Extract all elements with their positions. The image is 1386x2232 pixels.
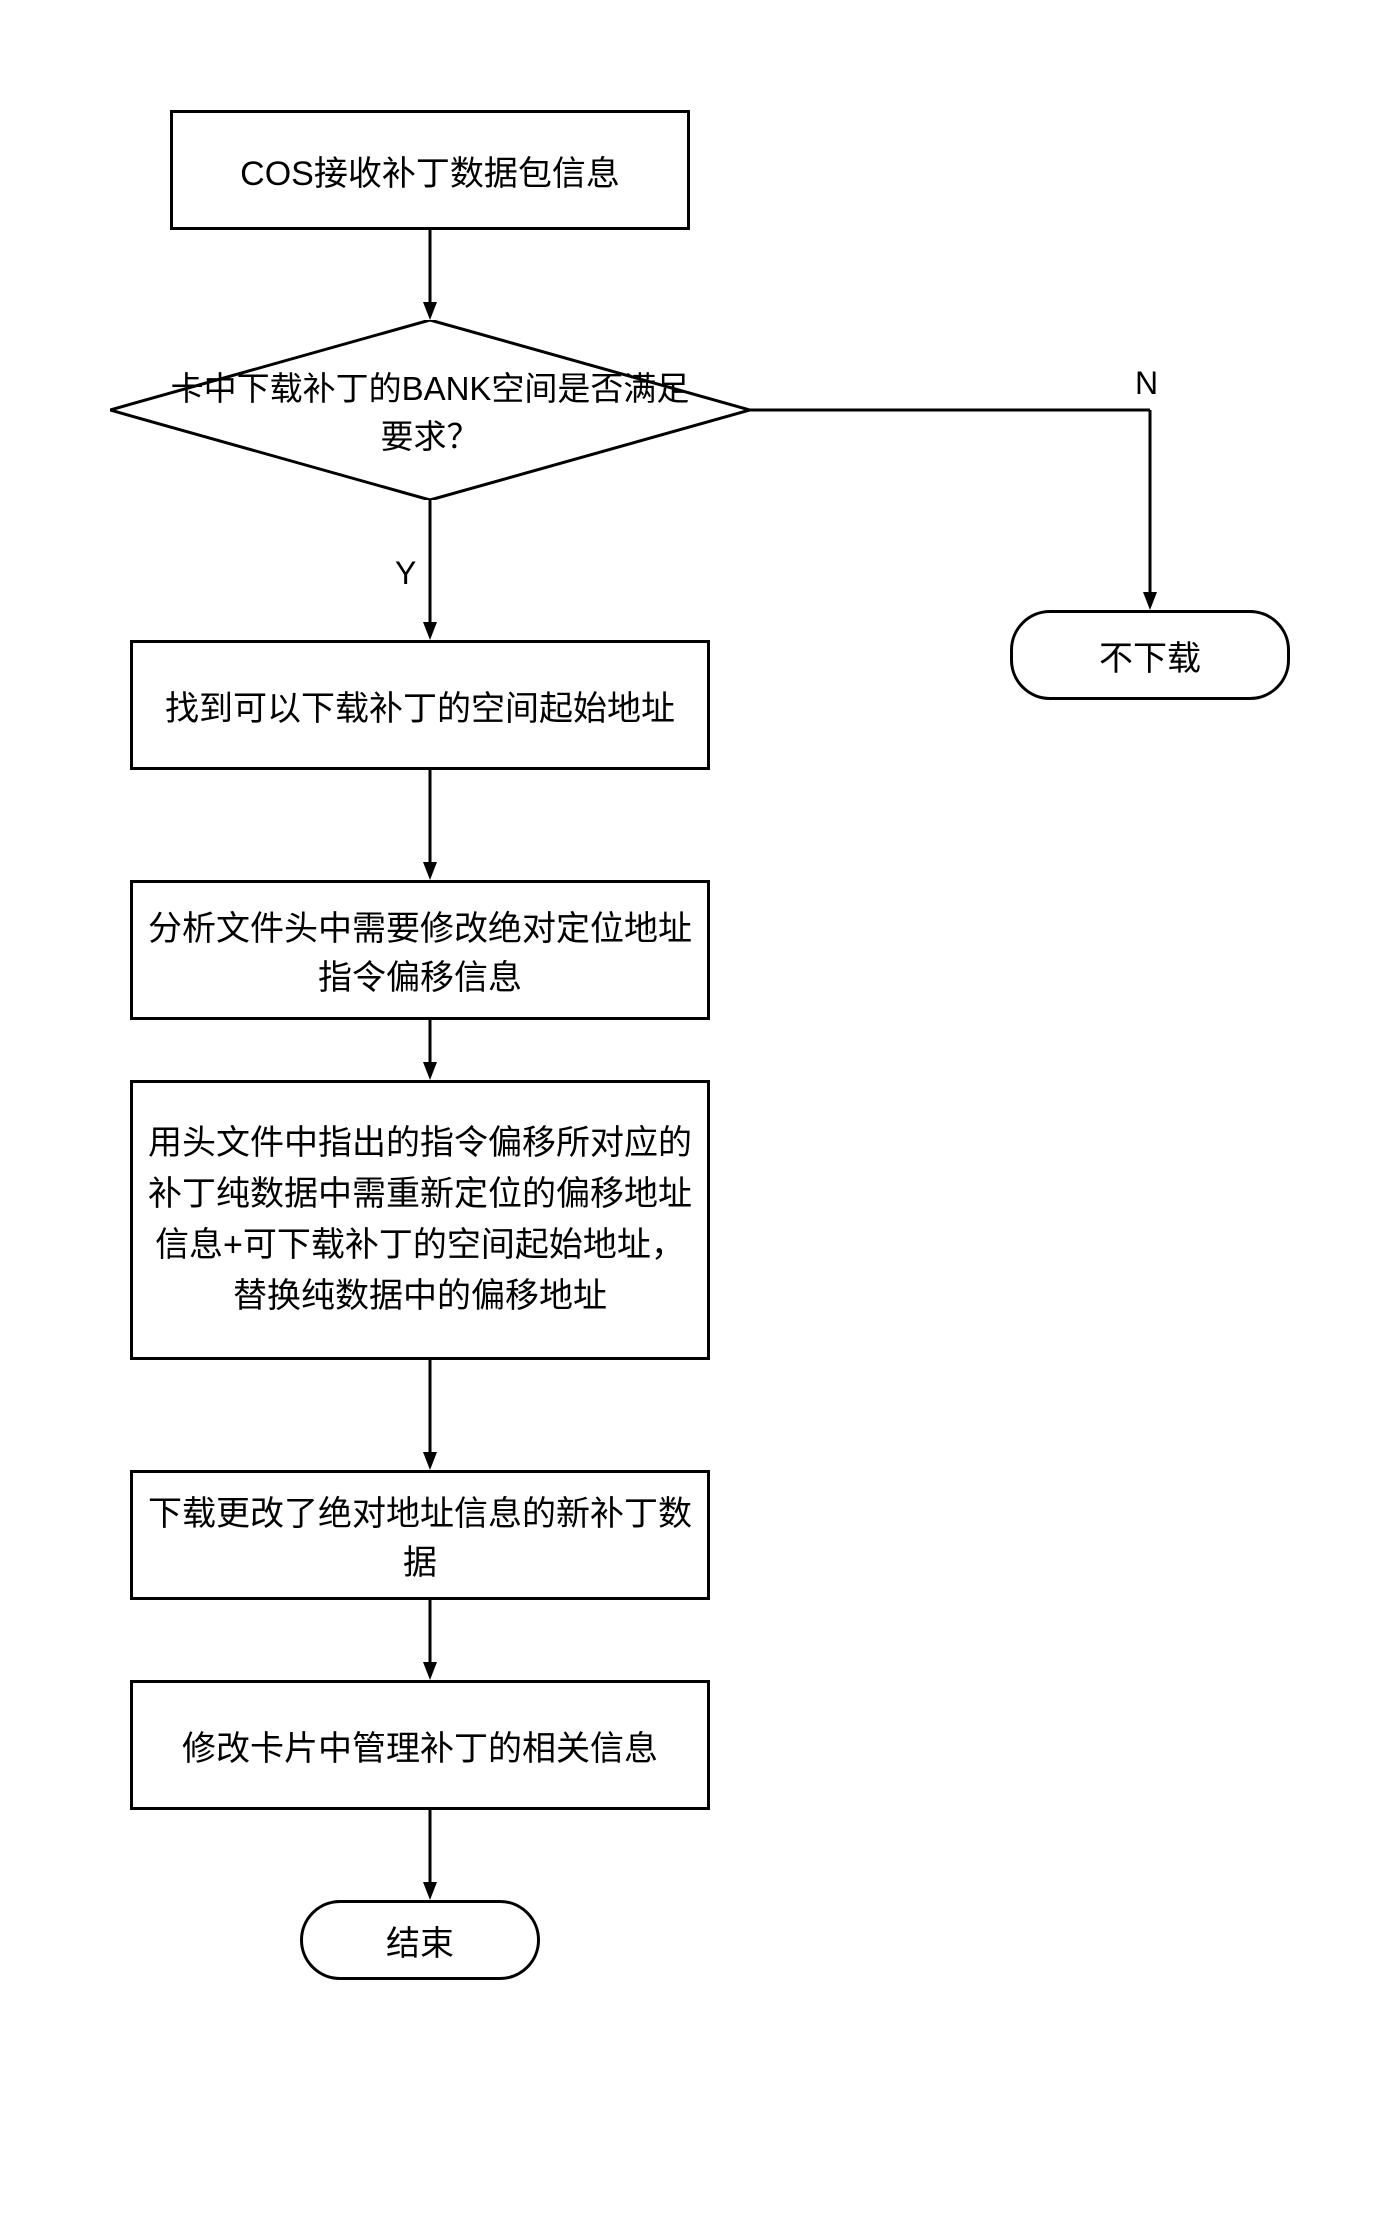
node-text: 分析文件头中需要修改绝对定位地址指令偏移信息 (143, 901, 697, 999)
arrow-modify-end (420, 1810, 440, 1900)
node-text: 找到可以下载补丁的空间起始地址 (165, 681, 675, 730)
edge-label-yes: Y (395, 555, 416, 592)
flowchart-node-modify: 修改卡片中管理补丁的相关信息 (130, 1680, 710, 1810)
node-text: COS接收补丁数据包信息 (240, 146, 620, 195)
flowchart-node-replace: 用头文件中指出的指令偏移所对应的补丁纯数据中需重新定位的偏移地址信息+可下载补丁… (130, 1080, 710, 1360)
node-text: 结束 (386, 1916, 454, 1965)
flowchart-node-analyze: 分析文件头中需要修改绝对定位地址指令偏移信息 (130, 880, 710, 1020)
flowchart-node-nodownload: 不下载 (1010, 610, 1290, 700)
flowchart-node-decision: 卡中下载补丁的BANK空间是否满足要求？ (110, 320, 750, 500)
flowchart-node-findaddr: 找到可以下载补丁的空间起始地址 (130, 640, 710, 770)
arrow-analyze-replace (420, 1020, 440, 1080)
node-text: 卡中下载补丁的BANK空间是否满足要求？ (170, 362, 690, 458)
arrow-start-decision (420, 230, 440, 320)
arrow-findaddr-analyze (420, 770, 440, 880)
arrow-download-modify (420, 1600, 440, 1680)
arrow-decision-findaddr (420, 500, 440, 640)
node-text: 下载更改了绝对地址信息的新补丁数据 (143, 1486, 697, 1584)
flowchart-node-download: 下载更改了绝对地址信息的新补丁数据 (130, 1470, 710, 1600)
edge-label-no: N (1135, 365, 1158, 402)
arrow-replace-download (420, 1360, 440, 1470)
node-text: 修改卡片中管理补丁的相关信息 (182, 1721, 658, 1770)
flowchart-node-end: 结束 (300, 1900, 540, 1980)
flowchart-node-start: COS接收补丁数据包信息 (170, 110, 690, 230)
node-text: 用头文件中指出的指令偏移所对应的补丁纯数据中需重新定位的偏移地址信息+可下载补丁… (143, 1118, 697, 1322)
node-text: 不下载 (1099, 631, 1201, 680)
